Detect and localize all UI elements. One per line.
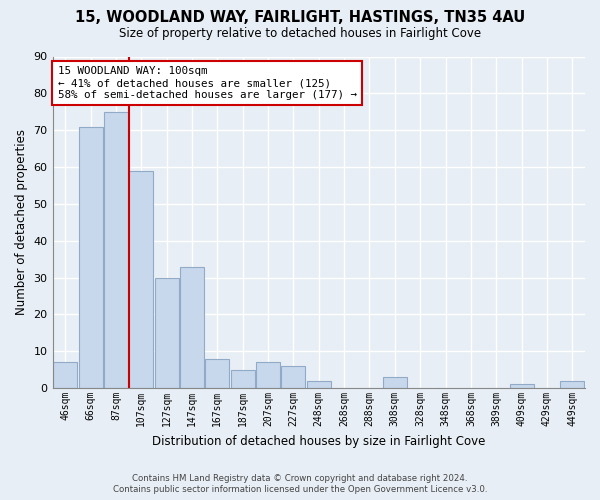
Bar bbox=[230, 370, 255, 388]
Text: 15, WOODLAND WAY, FAIRLIGHT, HASTINGS, TN35 4AU: 15, WOODLAND WAY, FAIRLIGHT, HASTINGS, T… bbox=[75, 10, 525, 25]
Text: 15 WOODLAND WAY: 100sqm
← 41% of detached houses are smaller (125)
58% of semi-d: 15 WOODLAND WAY: 100sqm ← 41% of detache… bbox=[58, 66, 357, 100]
X-axis label: Distribution of detached houses by size in Fairlight Cove: Distribution of detached houses by size … bbox=[152, 434, 485, 448]
Text: Contains HM Land Registry data © Crown copyright and database right 2024.
Contai: Contains HM Land Registry data © Crown c… bbox=[113, 474, 487, 494]
Bar bbox=[53, 362, 77, 388]
Y-axis label: Number of detached properties: Number of detached properties bbox=[15, 130, 28, 316]
Bar bbox=[307, 381, 331, 388]
Text: Size of property relative to detached houses in Fairlight Cove: Size of property relative to detached ho… bbox=[119, 28, 481, 40]
Bar bbox=[281, 366, 305, 388]
Bar bbox=[104, 112, 128, 388]
Bar bbox=[180, 266, 204, 388]
Bar bbox=[129, 170, 154, 388]
Bar bbox=[155, 278, 179, 388]
Bar bbox=[205, 358, 229, 388]
Bar bbox=[256, 362, 280, 388]
Bar bbox=[79, 126, 103, 388]
Bar bbox=[560, 381, 584, 388]
Bar bbox=[509, 384, 533, 388]
Bar bbox=[383, 377, 407, 388]
